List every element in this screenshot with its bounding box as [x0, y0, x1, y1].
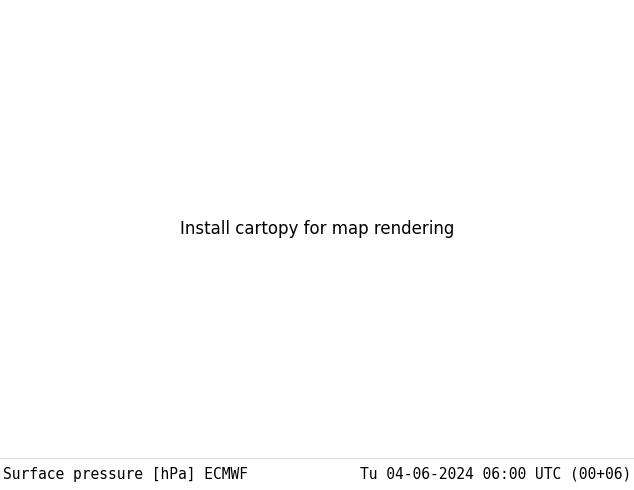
Text: Surface pressure [hPa] ECMWF: Surface pressure [hPa] ECMWF: [3, 466, 248, 482]
Text: Install cartopy for map rendering: Install cartopy for map rendering: [180, 220, 454, 238]
Text: Tu 04-06-2024 06:00 UTC (00+06): Tu 04-06-2024 06:00 UTC (00+06): [359, 466, 631, 482]
